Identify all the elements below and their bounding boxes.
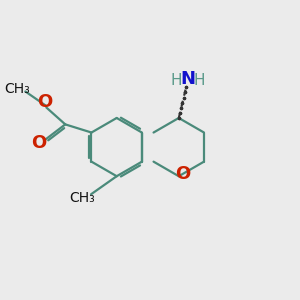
Text: O: O	[31, 134, 46, 152]
Text: H: H	[194, 74, 205, 88]
Text: CH₃: CH₃	[69, 191, 94, 205]
Text: CH₃: CH₃	[4, 82, 30, 96]
Text: N: N	[180, 70, 195, 88]
Text: O: O	[38, 93, 53, 111]
Text: H: H	[170, 74, 182, 88]
Text: O: O	[176, 165, 191, 183]
